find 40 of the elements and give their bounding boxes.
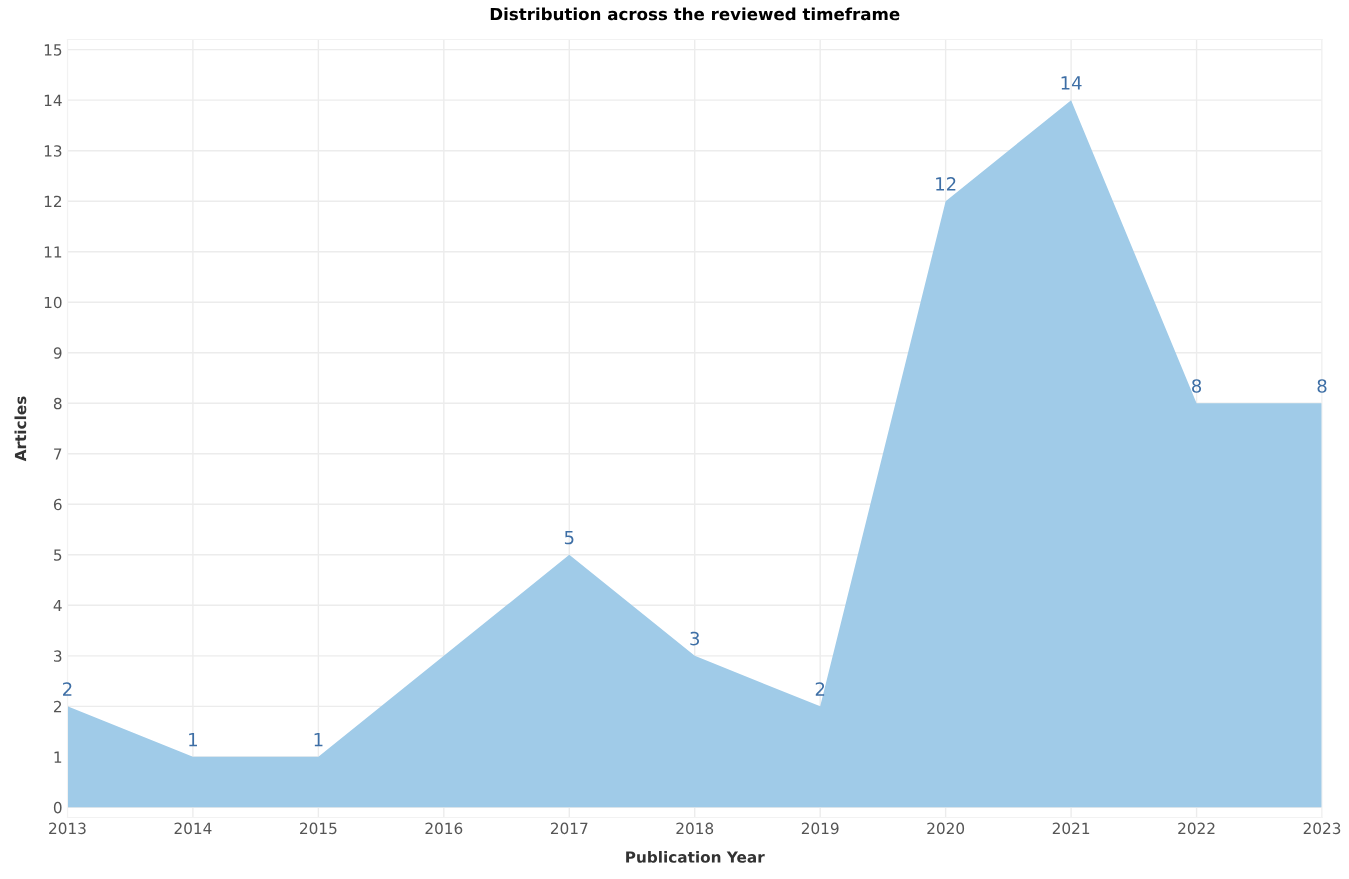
y-tick-label: 4 xyxy=(53,599,62,612)
chart-title: Distribution across the reviewed timeframe xyxy=(490,7,900,21)
x-tick-label: 2017 xyxy=(550,822,588,835)
data-label: 5 xyxy=(564,530,574,545)
y-tick-label: 15 xyxy=(44,44,62,56)
y-tick-label: 11 xyxy=(44,246,62,258)
data-label: 1 xyxy=(314,732,323,747)
x-tick-label: 2023 xyxy=(1303,822,1341,835)
data-label: 2 xyxy=(815,682,825,696)
x-tick-label: 2013 xyxy=(49,822,86,835)
x-tick-label: 2016 xyxy=(425,822,463,835)
x-tick-label: 2022 xyxy=(1178,822,1215,835)
y-tick-label: 3 xyxy=(54,650,62,662)
y-tick-label: 9 xyxy=(53,347,62,359)
x-tick-label: 2020 xyxy=(927,822,965,835)
y-tick-label: 13 xyxy=(44,145,62,157)
data-label: 8 xyxy=(1192,379,1202,393)
x-tick-label: 2015 xyxy=(300,822,337,835)
data-label: 3 xyxy=(690,631,700,646)
y-tick-label: 2 xyxy=(53,700,62,713)
y-tick-label: 14 xyxy=(44,94,62,106)
data-label: 1 xyxy=(189,732,197,747)
y-tick-label: 0 xyxy=(53,801,62,814)
y-tick-label: 5 xyxy=(54,549,62,561)
y-tick-label: 6 xyxy=(53,498,62,511)
x-tick-label: 2019 xyxy=(801,822,839,835)
data-label: 14 xyxy=(1061,76,1082,90)
data-label: 8 xyxy=(1317,379,1327,393)
y-tick-label: 7 xyxy=(54,448,62,460)
data-label: 2 xyxy=(63,682,72,696)
y-tick-label: 8 xyxy=(53,397,62,410)
x-axis-title: Publication Year xyxy=(626,851,765,863)
y-tick-label: 10 xyxy=(44,296,62,309)
y-axis-title: Articles xyxy=(14,396,27,462)
x-tick-label: 2021 xyxy=(1052,822,1090,835)
data-label: 12 xyxy=(936,177,956,191)
x-tick-label: 2014 xyxy=(174,822,212,835)
y-tick-label: 1 xyxy=(54,751,62,763)
y-tick-label: 12 xyxy=(44,195,62,207)
x-tick-label: 2018 xyxy=(676,822,714,835)
